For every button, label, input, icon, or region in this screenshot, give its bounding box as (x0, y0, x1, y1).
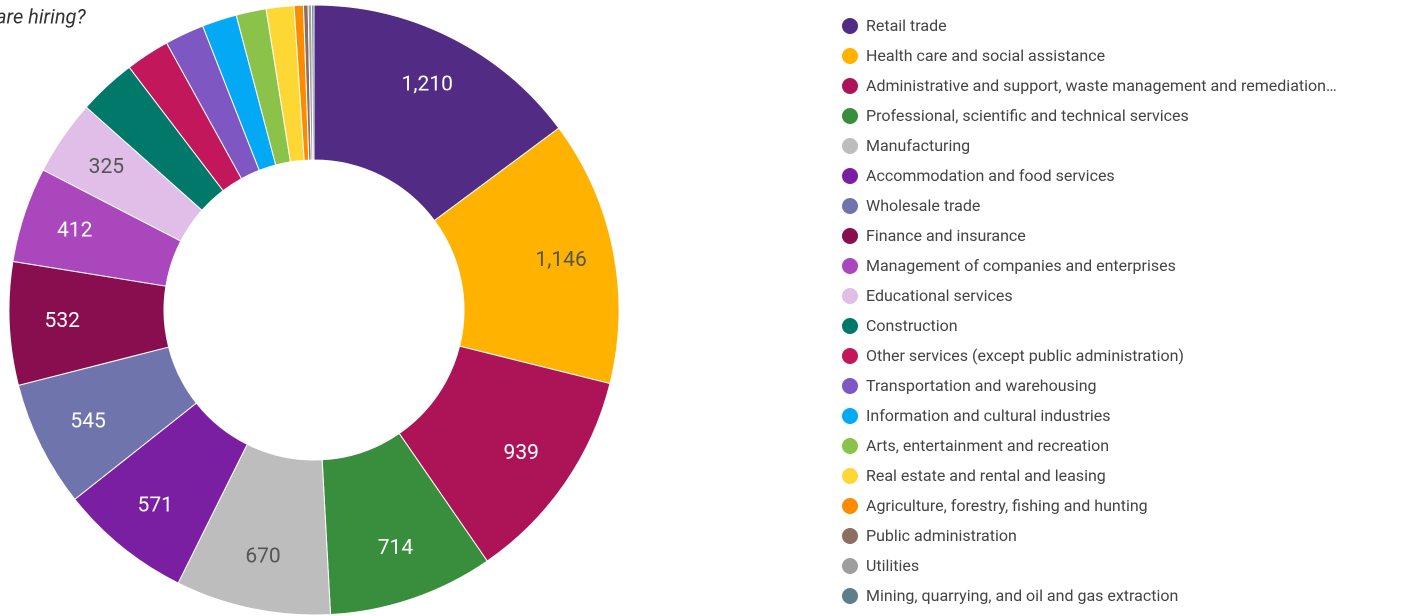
value-label: 545 (70, 409, 105, 433)
legend-label: Other services (except public administra… (866, 346, 1184, 365)
legend-label: Professional, scientific and technical s… (866, 106, 1189, 125)
chart-title: are hiring? (0, 4, 86, 28)
legend-swatch (842, 18, 858, 34)
legend-label: Finance and insurance (866, 226, 1026, 245)
legend-label: Wholesale trade (866, 196, 980, 215)
donut-slice (311, 4, 315, 161)
value-label: 939 (504, 441, 539, 465)
legend-swatch (842, 318, 858, 334)
legend-label: Agriculture, forestry, fishing and hunti… (866, 496, 1148, 515)
legend-swatch (842, 348, 858, 364)
legend-swatch (842, 168, 858, 184)
legend-swatch (842, 198, 858, 214)
legend-swatch (842, 378, 858, 394)
value-label: 325 (89, 155, 124, 179)
legend-swatch (842, 258, 858, 274)
legend-label: Utilities (866, 556, 919, 575)
value-label: 1,146 (535, 248, 586, 272)
legend-label: Transportation and warehousing (866, 376, 1097, 395)
legend-swatch (842, 138, 858, 154)
legend-swatch (842, 408, 858, 424)
legend-label: Accommodation and food services (866, 166, 1115, 185)
legend-label: Management of companies and enterprises (866, 256, 1176, 275)
value-label: 670 (245, 544, 280, 568)
legend-swatch (842, 468, 858, 484)
legend-swatch (842, 228, 858, 244)
legend-label: Educational services (866, 286, 1013, 305)
legend-swatch (842, 588, 858, 604)
legend-swatch (842, 558, 858, 574)
legend-swatch (842, 288, 858, 304)
legend-swatch (842, 78, 858, 94)
legend-label: Real estate and rental and leasing (866, 466, 1106, 485)
legend-label: Health care and social assistance (866, 46, 1105, 65)
legend-label: Retail trade (866, 16, 947, 35)
value-label: 571 (138, 493, 173, 517)
legend-label: Administrative and support, waste manage… (866, 76, 1337, 95)
value-label: 412 (57, 219, 93, 243)
legend-swatch (842, 528, 858, 544)
legend-swatch (842, 438, 858, 454)
legend-swatch (842, 48, 858, 64)
donut-slice (398, 345, 611, 562)
value-label: 1,210 (402, 72, 453, 96)
legend-swatch (842, 498, 858, 514)
legend-label: Information and cultural industries (866, 406, 1111, 425)
legend-label: Arts, entertainment and recreation (866, 436, 1109, 455)
legend-label: Construction (866, 316, 958, 335)
legend-label: Manufacturing (866, 136, 970, 155)
legend-swatch (842, 108, 858, 124)
donut-slice (313, 4, 560, 222)
value-label: 532 (45, 309, 81, 333)
legend-label: Mining, quarrying, and oil and gas extra… (866, 586, 1178, 605)
legend-label: Public administration (866, 526, 1017, 545)
value-label: 714 (378, 536, 414, 560)
donut-slice (433, 127, 620, 385)
